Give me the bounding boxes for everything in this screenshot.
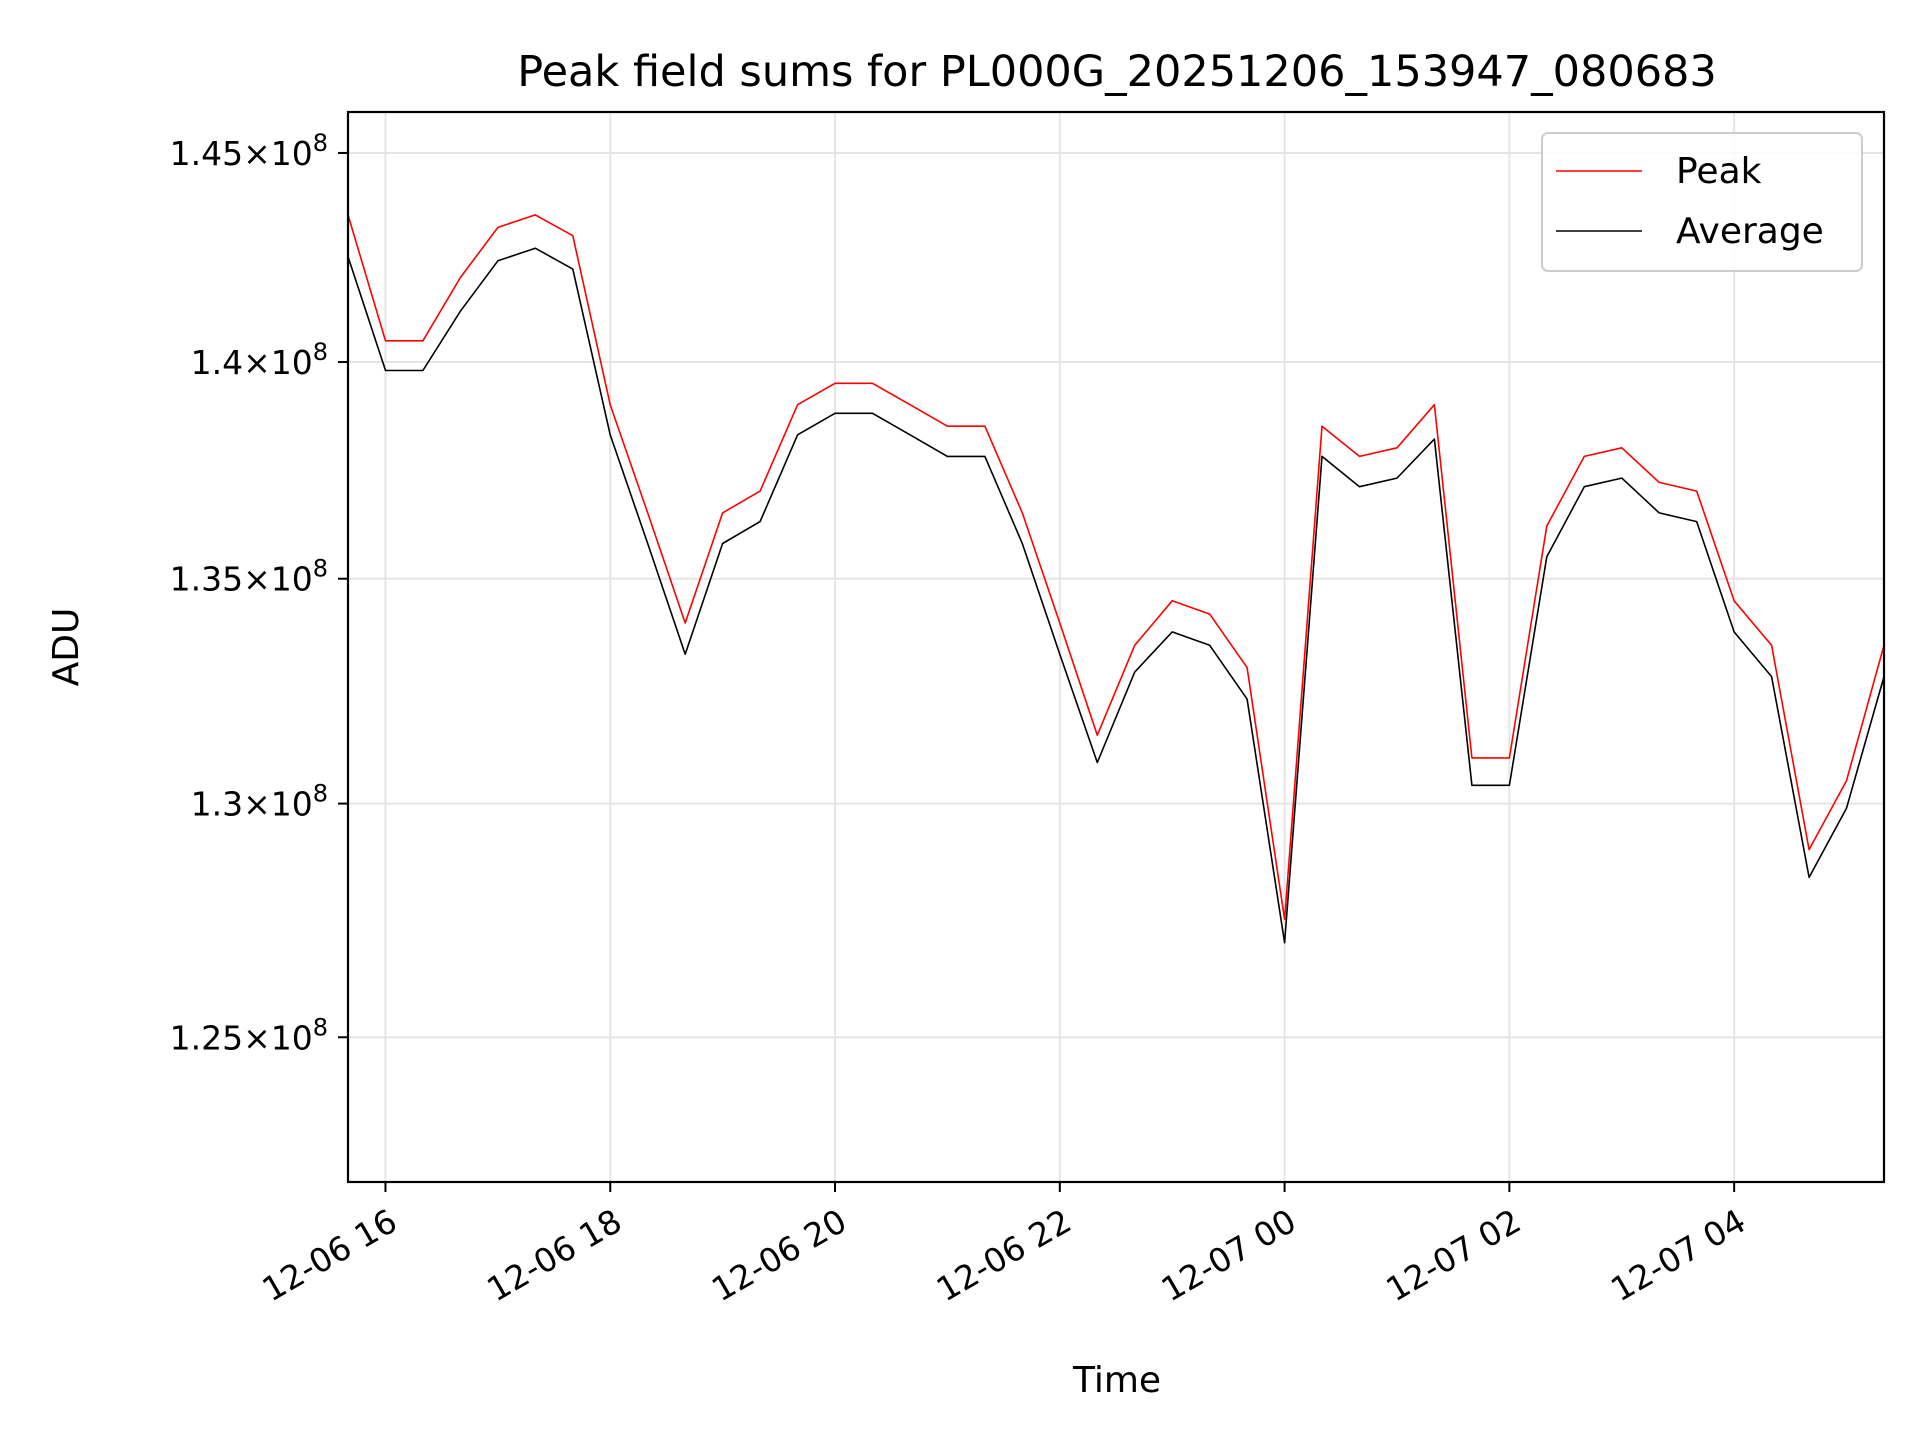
series-lines bbox=[347, 214, 1885, 944]
legend-label-peak: Peak bbox=[1676, 151, 1762, 192]
y-tick-label: 1.35×108 bbox=[170, 555, 328, 599]
y-tick-label: 1.25×108 bbox=[170, 1013, 328, 1057]
series-line-peak bbox=[347, 214, 1885, 921]
grid bbox=[348, 112, 1884, 1182]
legend-label-average: Average bbox=[1676, 211, 1824, 252]
y-tick-label: 1.45×108 bbox=[170, 129, 328, 173]
chart-title: Peak field sums for PL000G_20251206_1539… bbox=[517, 47, 1717, 97]
y-axis-label: ADU bbox=[46, 608, 87, 687]
y-tick-label: 1.3×108 bbox=[191, 780, 328, 824]
legend-box bbox=[1541, 132, 1863, 272]
plot-frame bbox=[346, 110, 1886, 1184]
x-axis-label: Time bbox=[1072, 1360, 1161, 1401]
series-line-average bbox=[347, 247, 1885, 944]
y-axis: 1.25×108 1.3×108 1.35×108 1.4×108 1.45×108 bbox=[170, 129, 348, 1057]
y-tick-label: 1.4×108 bbox=[191, 338, 328, 382]
legend: Peak Average bbox=[1541, 132, 1863, 272]
